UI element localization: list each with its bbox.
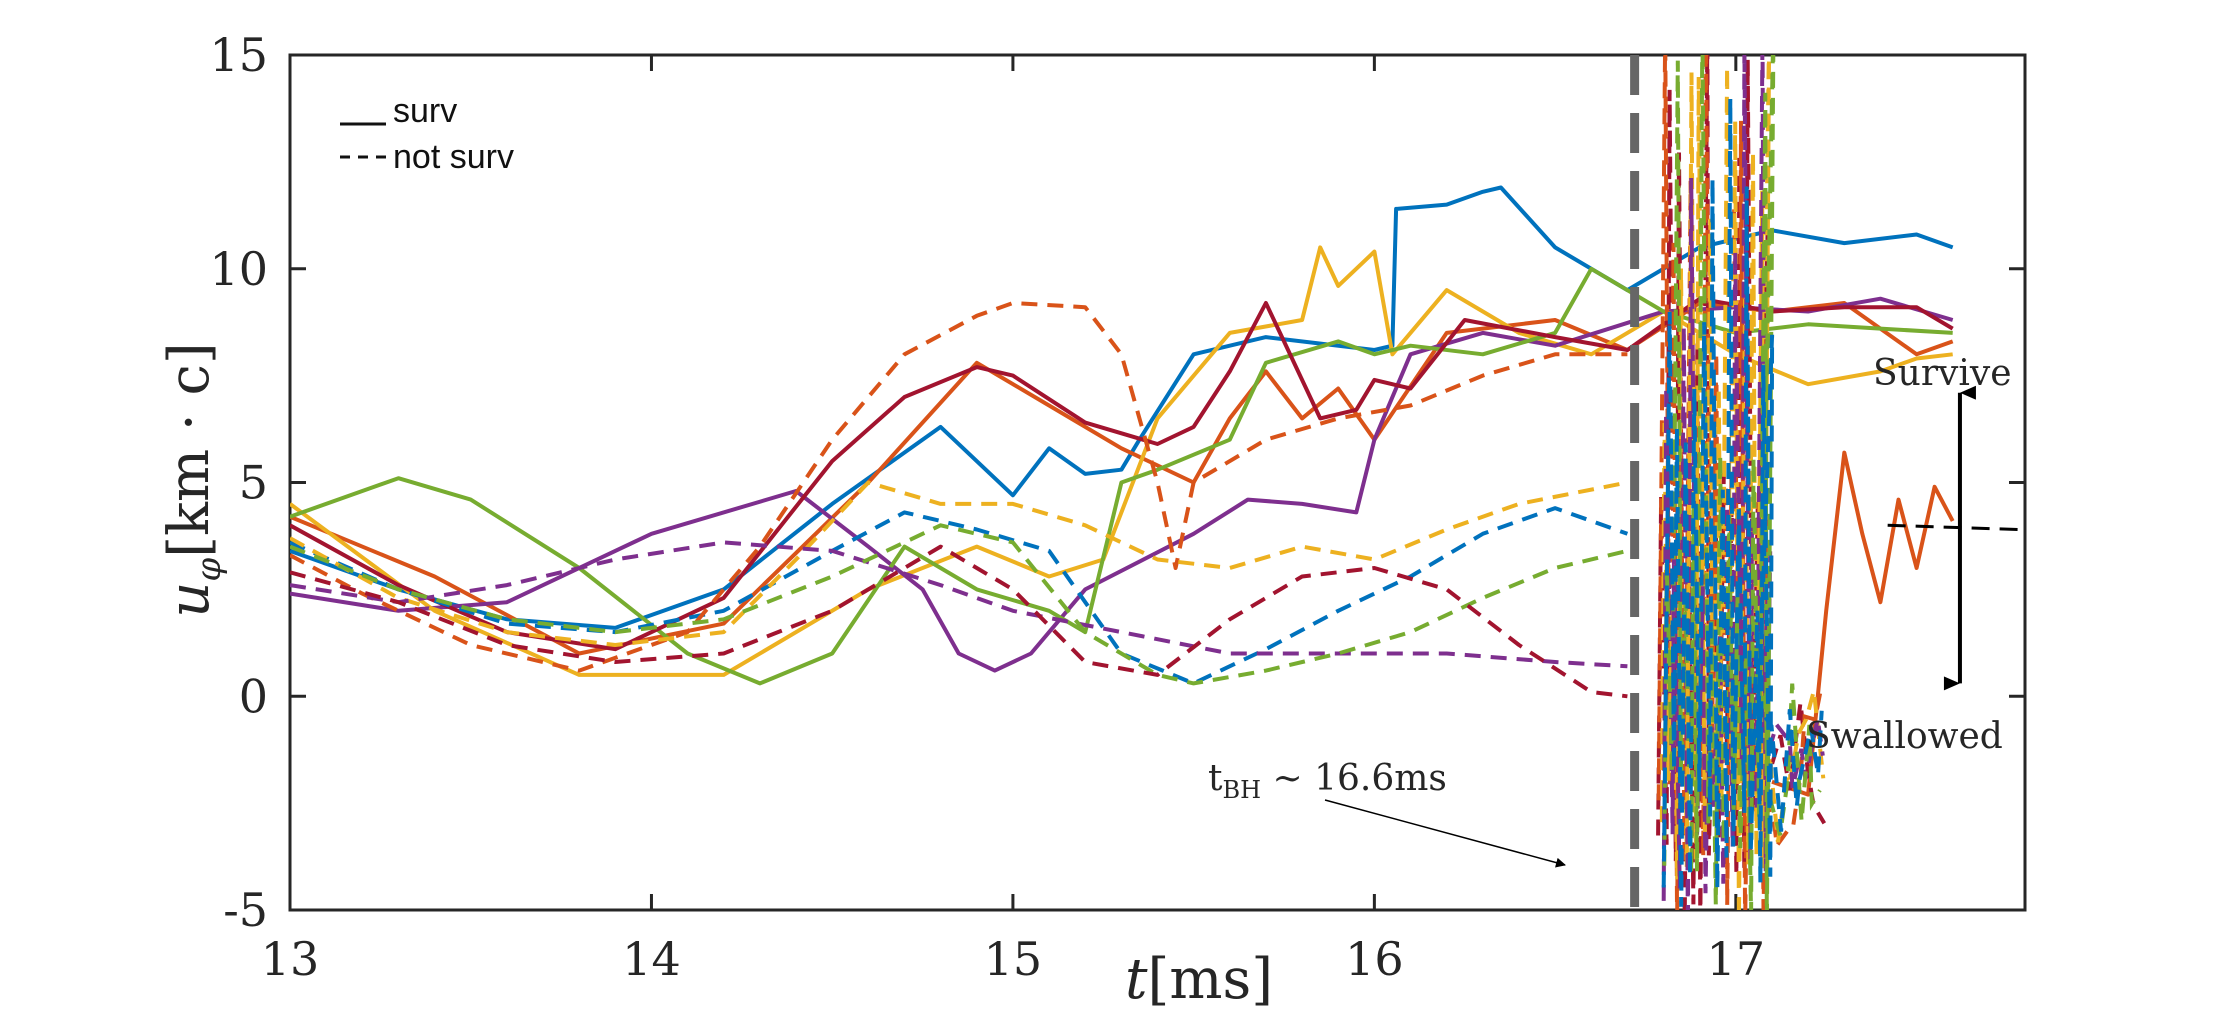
y-tick-label: -5	[223, 883, 268, 937]
legend: surv not surv	[340, 92, 514, 176]
y-tick-label: 0	[239, 669, 268, 723]
tbh-arrow	[1324, 799, 1566, 868]
x-tick-label: 17	[1707, 932, 1766, 986]
series-darkred-dashed	[290, 544, 1628, 699]
series-orange-dashed	[290, 301, 1628, 673]
axis-ticks: 13 14 15 16 17 15 10 5 0 -5	[209, 28, 2025, 986]
y-tick-label: 5	[239, 456, 268, 510]
chaos-blue	[1661, 98, 1824, 907]
x-tick-label: 13	[261, 932, 320, 986]
series-green-dashed	[290, 523, 1628, 686]
x-tick-label: 15	[984, 932, 1043, 986]
survive-label: Survive	[1873, 353, 2012, 394]
series-purple-dashed	[290, 540, 1628, 669]
tbh-t: t	[1208, 758, 1223, 799]
chaos-orange	[1656, 55, 1824, 910]
tbh-annotation: tBH ∼ 16.6ms	[1208, 758, 1447, 804]
x-axis-label: t[ms]	[1125, 947, 1273, 1012]
x-tick-label: 14	[622, 932, 681, 986]
series-yellow-dashed	[290, 480, 1628, 647]
chaos-purple	[1661, 55, 1825, 910]
series-green-surv	[290, 266, 1953, 686]
tbh-sub: BH	[1222, 776, 1261, 804]
swallowed-label: Swallowed	[1806, 716, 2003, 757]
legend-label-not-surv: not surv	[393, 138, 514, 176]
y-tick-label: 10	[209, 242, 268, 296]
y-axis-label: uφ[km · c]	[157, 342, 229, 617]
legend-label-surv: surv	[393, 92, 457, 130]
series-blue-dashed	[290, 506, 1629, 686]
y-tick-label: 15	[209, 28, 268, 82]
tbh-rest: ∼ 16.6ms	[1261, 758, 1447, 799]
post-bh-chaos	[1656, 55, 1827, 910]
x-tick-label: 16	[1345, 932, 1404, 986]
